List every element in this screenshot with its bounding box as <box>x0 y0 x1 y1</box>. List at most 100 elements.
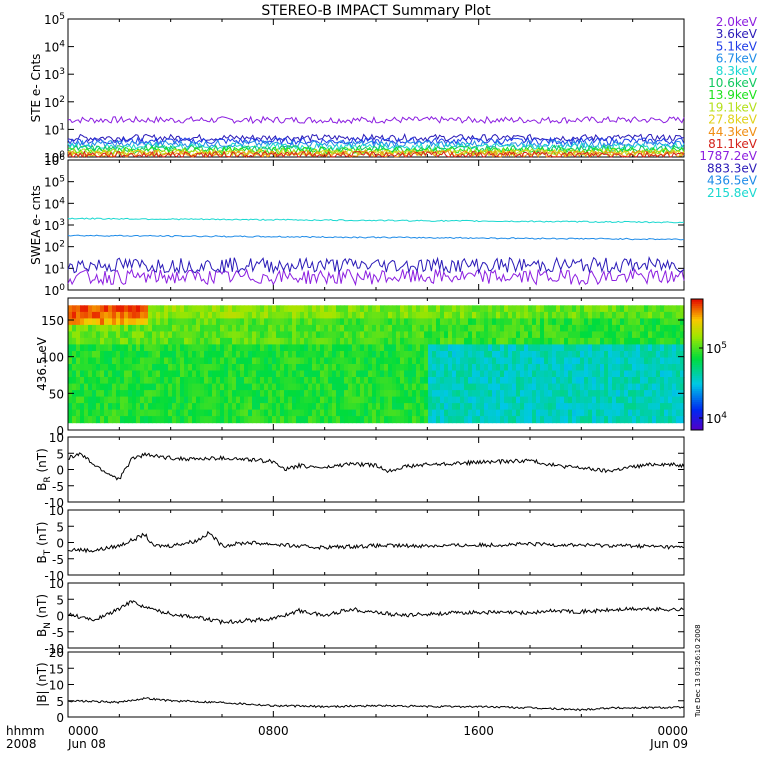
heatmap-cell <box>72 357 77 365</box>
heatmap-cell <box>140 370 145 378</box>
heatmap-cell <box>500 409 505 417</box>
heatmap-cell <box>556 305 561 313</box>
heatmap-cell <box>600 390 605 398</box>
heatmap-cell <box>420 357 425 365</box>
heatmap-cell <box>204 331 209 339</box>
heatmap-cell <box>676 324 681 332</box>
heatmap-cell <box>408 357 413 365</box>
heatmap-cell <box>136 324 141 332</box>
heatmap-cell <box>432 311 437 319</box>
heatmap-cell <box>408 364 413 372</box>
heatmap-cell <box>636 305 641 313</box>
heatmap-cell <box>600 337 605 345</box>
heatmap-cell <box>504 416 509 424</box>
heatmap-cell <box>392 383 397 391</box>
heatmap-cell <box>560 416 565 424</box>
heatmap-cell <box>404 390 409 398</box>
heatmap-cell <box>376 416 381 424</box>
heatmap-cell <box>640 409 645 417</box>
heatmap-cell <box>628 416 633 424</box>
heatmap-cell <box>208 357 213 365</box>
heatmap-cell <box>288 416 293 424</box>
heatmap-cell <box>128 331 133 339</box>
heatmap-cell <box>672 390 677 398</box>
heatmap-cell <box>276 396 281 404</box>
heatmap-cell <box>500 318 505 326</box>
heatmap-cell <box>260 305 265 313</box>
heatmap-cell <box>452 370 457 378</box>
heatmap-cell <box>112 324 117 332</box>
heatmap-cell <box>592 357 597 365</box>
x-tick-label: 0000 <box>657 724 688 738</box>
heatmap-cell <box>596 416 601 424</box>
heatmap-cell <box>508 311 513 319</box>
heatmap-cell <box>552 344 557 352</box>
heatmap-cell <box>580 409 585 417</box>
heatmap-cell <box>576 311 581 319</box>
heatmap-cell <box>108 324 113 332</box>
heatmap-cell <box>460 357 465 365</box>
heatmap-cell <box>508 318 513 326</box>
heatmap-cell <box>80 409 85 417</box>
heatmap-cell <box>128 344 133 352</box>
heatmap-cell <box>508 377 513 385</box>
heatmap-cell <box>544 416 549 424</box>
heatmap-cell <box>572 383 577 391</box>
heatmap-cell <box>200 364 205 372</box>
heatmap-cell <box>396 337 401 345</box>
heatmap-cell <box>368 377 373 385</box>
heatmap-cell <box>540 403 545 411</box>
heatmap-cell <box>68 416 73 424</box>
heatmap-cell <box>104 377 109 385</box>
heatmap-cell <box>348 377 353 385</box>
heatmap-cell <box>380 390 385 398</box>
heatmap-cell <box>292 337 297 345</box>
heatmap-cell <box>216 364 221 372</box>
heatmap-cell <box>396 390 401 398</box>
heatmap-cell <box>80 403 85 411</box>
heatmap-cell <box>216 409 221 417</box>
heatmap-cell <box>216 311 221 319</box>
heatmap-cell <box>276 370 281 378</box>
heatmap-cell <box>124 357 129 365</box>
heatmap-cell <box>672 357 677 365</box>
heatmap-cell <box>184 409 189 417</box>
heatmap-cell <box>496 409 501 417</box>
heatmap-cell <box>648 331 653 339</box>
heatmap-cell <box>264 383 269 391</box>
heatmap-cell <box>396 331 401 339</box>
heatmap-cell <box>480 390 485 398</box>
heatmap-cell <box>188 377 193 385</box>
heatmap-cell <box>296 390 301 398</box>
heatmap-cell <box>500 324 505 332</box>
heatmap-cell <box>276 331 281 339</box>
heatmap-cell <box>544 311 549 319</box>
heatmap-cell <box>664 409 669 417</box>
heatmap-cell <box>596 337 601 345</box>
heatmap-cell <box>336 364 341 372</box>
heatmap-cell <box>356 390 361 398</box>
heatmap-cell <box>424 396 429 404</box>
heatmap-cell <box>468 351 473 359</box>
heatmap-cell <box>272 305 277 313</box>
heatmap-cell <box>548 351 553 359</box>
heatmap-cell <box>172 331 177 339</box>
heatmap-cell <box>436 331 441 339</box>
heatmap-cell <box>368 311 373 319</box>
heatmap-cell <box>284 383 289 391</box>
heatmap-cell <box>136 337 141 345</box>
heatmap-cell <box>256 364 261 372</box>
heatmap-cell <box>368 324 373 332</box>
heatmap-cell <box>680 403 685 411</box>
heatmap-cell <box>328 331 333 339</box>
heatmap-cell <box>344 344 349 352</box>
heatmap-cell <box>460 383 465 391</box>
heatmap-cell <box>520 377 525 385</box>
heatmap-cell <box>124 370 129 378</box>
heatmap-cell <box>560 409 565 417</box>
heatmap-cell <box>248 409 253 417</box>
heatmap-cell <box>532 357 537 365</box>
heatmap-cell <box>176 377 181 385</box>
heatmap-cell <box>648 396 653 404</box>
heatmap-cell <box>176 370 181 378</box>
